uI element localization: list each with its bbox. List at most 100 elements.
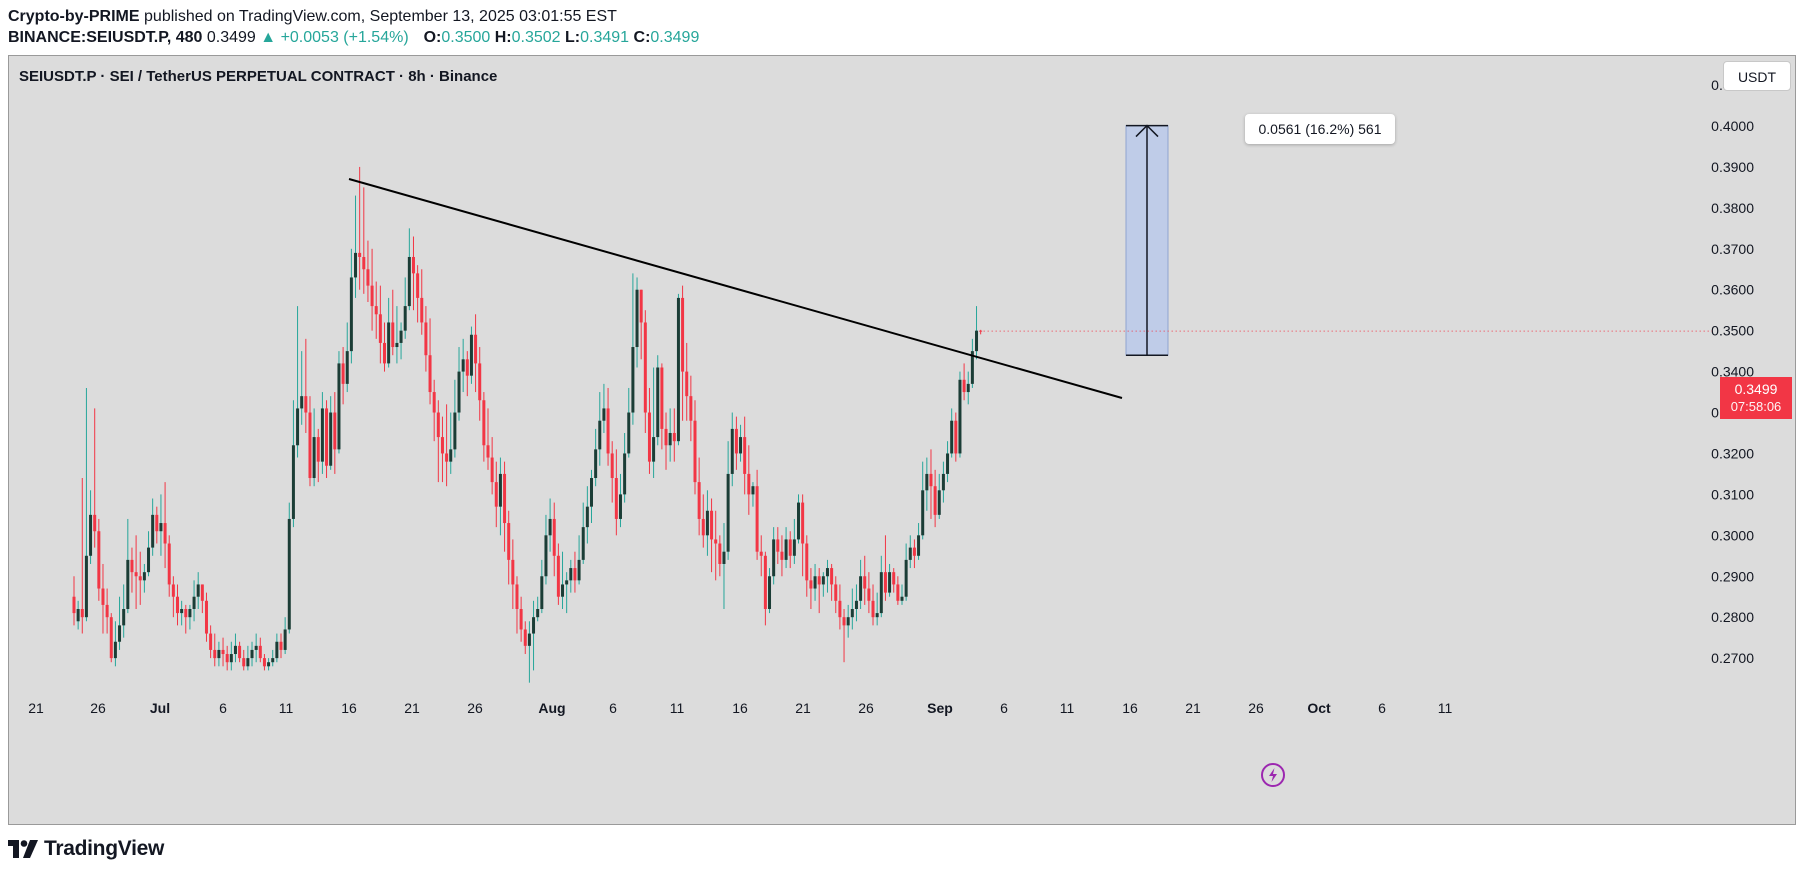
candle-body xyxy=(478,363,482,401)
candle-body xyxy=(979,330,983,332)
price-axis-label: 0.2800 xyxy=(1711,609,1754,625)
candle-body xyxy=(287,518,291,630)
candle-body xyxy=(631,347,635,413)
candle-body xyxy=(291,445,295,519)
time-axis-label: 6 xyxy=(1378,700,1386,716)
candle-body xyxy=(142,572,146,581)
candle-body xyxy=(577,559,581,581)
time-axis-label: 21 xyxy=(404,700,420,716)
candle-body xyxy=(271,658,275,663)
candle-body xyxy=(801,502,805,544)
candle-body xyxy=(316,437,320,462)
candle-body xyxy=(84,555,88,618)
time-axis-label: 11 xyxy=(1060,700,1075,716)
candle-body xyxy=(122,609,126,626)
currency-unit-button[interactable]: USDT xyxy=(1723,61,1791,91)
candle-body xyxy=(333,412,337,450)
candle-body xyxy=(892,572,896,585)
candle-body xyxy=(395,342,399,348)
time-axis-label: 6 xyxy=(609,700,617,716)
candle-body xyxy=(548,518,552,536)
candle-body xyxy=(544,535,548,577)
candle-body xyxy=(225,654,229,663)
time-axis-label: 16 xyxy=(341,700,357,716)
high-value: 0.3502 xyxy=(511,29,561,46)
candle-body xyxy=(556,555,560,597)
candle-body xyxy=(337,363,341,450)
candle-body xyxy=(188,609,192,618)
time-axis-label: 26 xyxy=(1248,700,1264,716)
candle-body xyxy=(72,596,76,614)
candle-body xyxy=(772,539,776,577)
candle-body xyxy=(573,568,577,581)
candle-body xyxy=(755,486,759,552)
candle-body xyxy=(109,617,113,659)
candle-body xyxy=(921,490,925,536)
candle-body xyxy=(751,486,755,495)
candle-body xyxy=(304,396,308,413)
candle-body xyxy=(768,576,772,609)
candle-body xyxy=(842,617,846,626)
candle-body xyxy=(490,457,494,483)
candle-body xyxy=(863,576,867,589)
time-axis-label: 26 xyxy=(467,700,483,716)
candle-body xyxy=(958,379,962,454)
candle-body xyxy=(660,367,664,429)
lightning-icon[interactable] xyxy=(1260,762,1286,788)
candle-body xyxy=(80,609,84,618)
candle-body xyxy=(151,514,155,548)
tradingview-logo-icon xyxy=(8,840,38,858)
candle-body xyxy=(610,453,614,479)
author-name[interactable]: Crypto-by-PRIME xyxy=(8,8,140,25)
candle-body xyxy=(511,559,515,585)
candle-body xyxy=(809,580,813,589)
candle-body xyxy=(486,445,490,458)
candle-body xyxy=(875,613,879,618)
candle-body xyxy=(635,289,639,348)
candle-body xyxy=(656,367,660,438)
candle-body xyxy=(97,531,101,589)
candle-body xyxy=(229,654,233,663)
open-label: O: xyxy=(423,29,442,46)
candle-body xyxy=(825,568,829,577)
candle-body xyxy=(904,559,908,597)
tradingview-logo[interactable]: TradingView xyxy=(8,836,164,862)
high-label: H: xyxy=(494,29,512,46)
candle-body xyxy=(722,551,726,564)
candle-body xyxy=(312,437,316,479)
candle-body xyxy=(618,494,622,519)
candle-body xyxy=(221,649,225,655)
candle-body xyxy=(275,641,279,659)
candle-body xyxy=(950,420,954,454)
candle-body xyxy=(527,633,531,646)
candlestick-chart[interactable]: 0.41000.40000.39000.38000.37000.36000.35… xyxy=(9,56,1796,825)
candle-body xyxy=(643,322,647,413)
candle-body xyxy=(701,518,705,536)
chart-panel[interactable]: 0.41000.40000.39000.38000.37000.36000.35… xyxy=(8,55,1796,825)
time-axis-label: 21 xyxy=(28,700,44,716)
candle-body xyxy=(76,609,80,622)
time-axis-label: Jul xyxy=(150,700,170,716)
candle-body xyxy=(581,527,585,560)
brand-wordmark: TradingView xyxy=(44,837,165,860)
time-axis-label: 21 xyxy=(795,700,811,716)
candle-body xyxy=(362,256,366,270)
candle-body xyxy=(383,342,386,364)
candle-body xyxy=(883,572,887,593)
candle-body xyxy=(565,580,569,585)
price-axis-label: 0.3000 xyxy=(1711,527,1754,543)
last-price-tag: 0.3499 07:58:06 xyxy=(1720,377,1792,419)
candle-body xyxy=(838,600,842,618)
candle-body xyxy=(378,314,382,343)
candle-body xyxy=(975,330,979,352)
candle-body xyxy=(403,306,407,331)
candle-body xyxy=(300,396,304,409)
candle-body xyxy=(503,473,507,524)
candle-body xyxy=(246,658,250,667)
candle-body xyxy=(428,355,432,393)
candle-body xyxy=(279,641,283,650)
measure-arrow-head xyxy=(1135,124,1159,138)
candle-body xyxy=(672,432,676,442)
candle-body xyxy=(469,334,473,376)
candle-body xyxy=(797,502,800,540)
